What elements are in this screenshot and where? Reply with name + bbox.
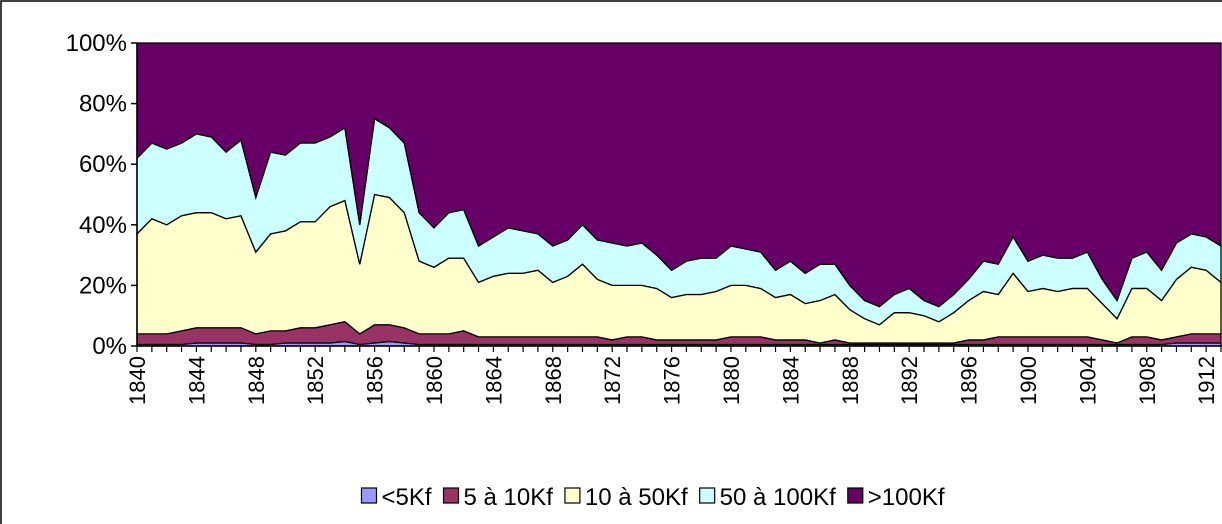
x-tick-label: 1900 [1016, 356, 1041, 405]
x-tick-label: 1868 [541, 356, 566, 405]
legend-label: 10 à 50Kf [585, 484, 688, 511]
x-tick-label: 1912 [1194, 356, 1219, 405]
x-tick-label: 1860 [422, 356, 447, 405]
x-tick-label: 1844 [184, 356, 209, 405]
x-tick-label: 1852 [303, 356, 328, 405]
legend-swatch [699, 487, 716, 504]
y-tick-label: 0% [92, 333, 127, 360]
area [136, 42, 1222, 308]
legend-swatch [564, 487, 581, 504]
legend-label: 5 à 10Kf [464, 484, 554, 511]
legend-label: 50 à 100Kf [720, 484, 836, 511]
x-tick-label: 1892 [897, 356, 922, 405]
x-tick-label: 1888 [838, 356, 863, 405]
legend-swatch [360, 487, 378, 504]
legend: <5Kf 5 à 10Kf 10 à 50Kf 50 à 100Kf >100Kf [360, 484, 945, 511]
x-tick-label: 1848 [244, 356, 269, 405]
y-tick-label: 100% [66, 30, 127, 57]
legend-swatch [847, 487, 864, 504]
x-tick-label: 1884 [778, 356, 803, 405]
legend-label: >100Kf [868, 484, 945, 511]
legend-label: <5Kf [381, 484, 431, 511]
x-tick-label: 1876 [660, 356, 685, 405]
x-tick-label: 1904 [1075, 356, 1100, 405]
y-tick-label: 20% [79, 272, 127, 299]
y-tick-label: 80% [79, 91, 127, 118]
x-tick-label: 1896 [957, 356, 982, 405]
x-tick-label: 1856 [363, 356, 388, 405]
x-tick-label: 1840 [125, 356, 150, 405]
x-tick-label: 1908 [1135, 356, 1160, 405]
y-tick-label: 40% [79, 212, 127, 239]
x-tick-label: 1864 [481, 356, 506, 405]
x-tick-label: 1872 [600, 356, 625, 405]
legend-swatch [442, 487, 460, 504]
y-tick-label: 60% [79, 151, 127, 178]
x-tick-label: 1880 [719, 356, 744, 405]
